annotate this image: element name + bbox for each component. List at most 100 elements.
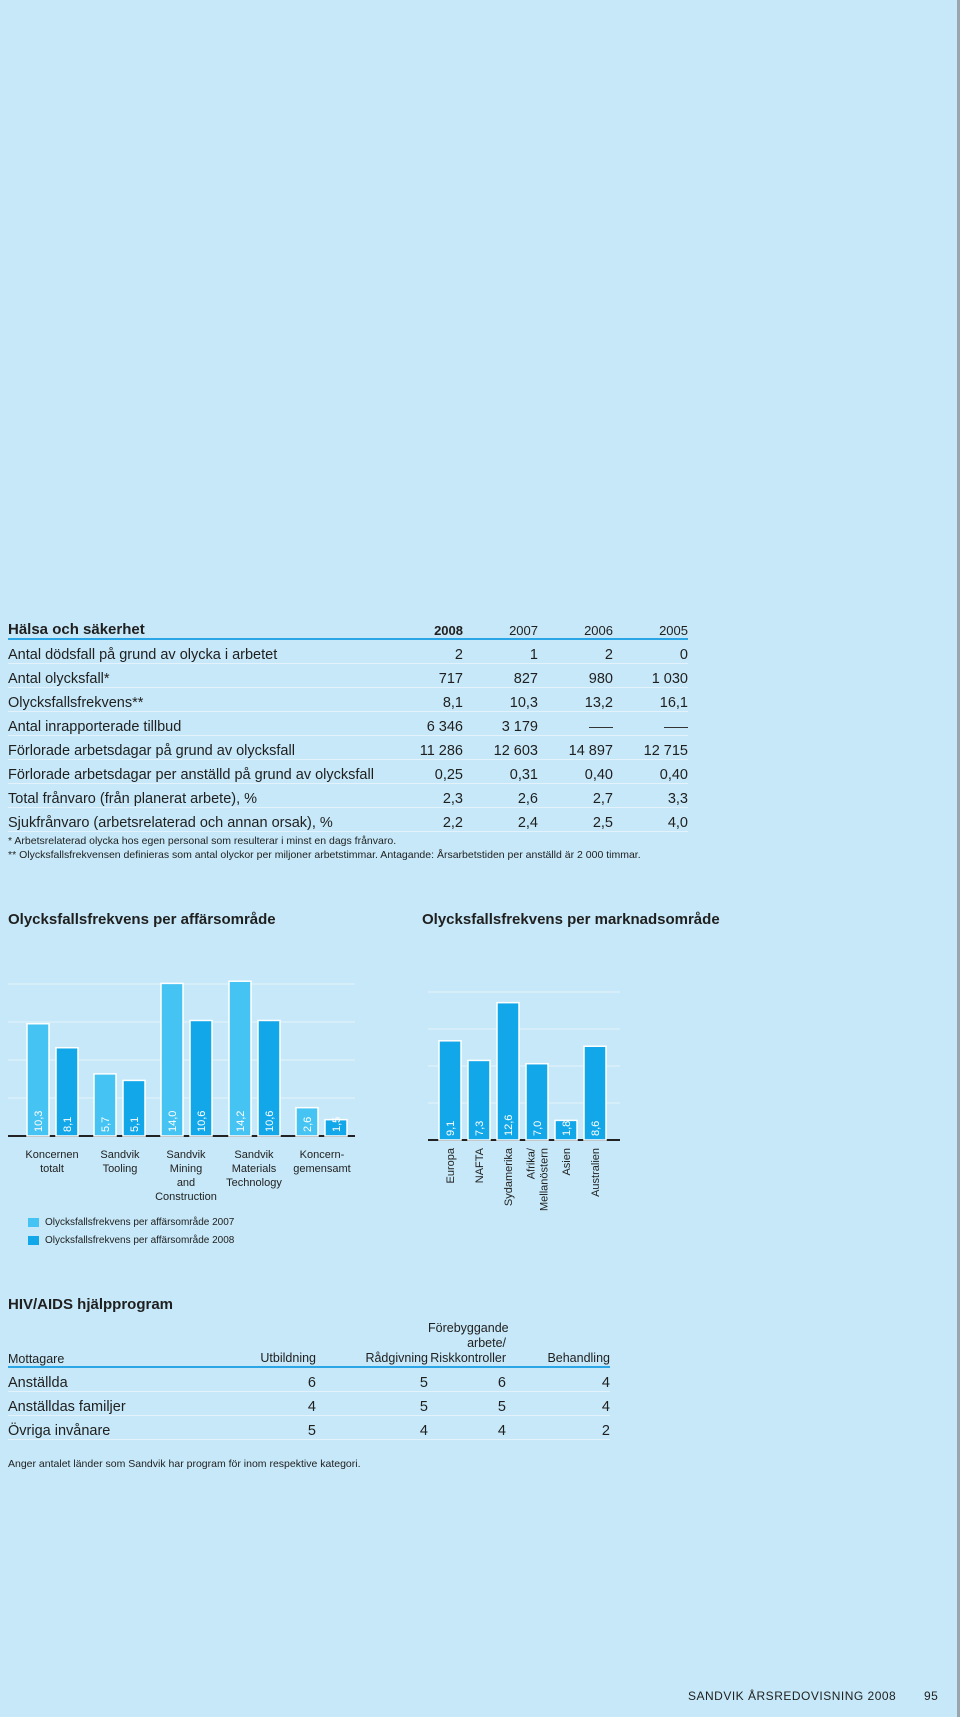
category-label: Sydamerika (503, 1147, 515, 1206)
health-cell-2007: 2,6 (517, 791, 538, 807)
hiv-title: HIV/AIDS hjälpprogram (8, 1296, 174, 1313)
bar-value-label: 1,8 (561, 1121, 573, 1136)
health-table-row: Förlorade arbetsdagar per anställd på gr… (8, 760, 688, 784)
category-label: Mellanöstern (539, 1148, 551, 1211)
category-label: Sandvik (234, 1149, 274, 1161)
page-number: 95 (924, 1689, 939, 1703)
bar-value-label: 14,2 (235, 1111, 247, 1132)
hiv-row-label: Anställdas familjer (8, 1399, 126, 1415)
category-label: Construction (155, 1191, 217, 1203)
legend-swatch-2007 (28, 1218, 39, 1227)
health-cell-2005: 0 (679, 647, 688, 663)
bar-value-label: 5,7 (100, 1117, 112, 1132)
bar-value-label: 7,0 (532, 1121, 544, 1136)
hiv-cell: 4 (601, 1399, 610, 1415)
hiv-head-prevention: Förebyggande arbete/ Riskkontroller (428, 1321, 509, 1365)
bar-2008 (324, 1118, 348, 1137)
health-cell-2007: 3 179 (501, 719, 538, 735)
health-table-row: Förlorade arbetsdagar på grund av olycks… (8, 736, 688, 760)
legend-label-2007: Olycksfallsfrekvens per affärsområde 200… (45, 1217, 235, 1228)
health-cell-2008: 2,3 (442, 791, 463, 807)
legend-swatch-2008 (28, 1236, 39, 1245)
bar-value-label: 10,3 (33, 1111, 45, 1132)
bar-2007 (93, 1073, 117, 1137)
health-cell-2007: 12 603 (493, 743, 538, 759)
category-label: Sandvik (100, 1149, 140, 1161)
hiv-cell: 5 (419, 1399, 428, 1415)
hiv-cell: 6 (307, 1375, 316, 1391)
no-data-dash (589, 726, 613, 728)
category-label: Koncernen (25, 1149, 78, 1161)
health-cell-2006: 2,5 (592, 815, 613, 831)
bar-market (583, 1045, 607, 1141)
category-label: gemensamt (293, 1163, 350, 1175)
bar-market (467, 1059, 491, 1141)
bar-value-label: 9,1 (445, 1121, 457, 1136)
bar-value-label: 14,0 (167, 1111, 179, 1132)
health-cell-2008: 11 286 (419, 743, 463, 759)
health-cell-2005 (613, 719, 688, 735)
category-label: Koncern- (300, 1149, 345, 1161)
hiv-table: Mottagare Utbildning Rådgivning Förebygg… (8, 1318, 610, 1440)
bar-2008 (189, 1019, 213, 1137)
chart-market-title: Olycksfallsfrekvens per marknadsområde (422, 911, 720, 928)
health-cell-2007: 1 (529, 647, 538, 663)
hiv-head-counselling: Rådgivning (365, 1351, 428, 1365)
health-cell-2008: 0,25 (434, 767, 463, 783)
health-row-label: Förlorade arbetsdagar per anställd på gr… (8, 767, 374, 783)
year-2005: 2005 (659, 623, 688, 638)
health-row-label: Sjukfrånvaro (arbetsrelaterad och annan … (8, 815, 333, 831)
health-cell-2005: 4,0 (667, 815, 688, 831)
health-row-label: Olycksfallsfrekvens** (8, 695, 144, 711)
category-label: Afrika/ (526, 1147, 538, 1179)
category-label: and (177, 1177, 195, 1189)
bar-market (438, 1040, 462, 1141)
health-row-label: Antal inrapporterade tillbud (8, 719, 182, 735)
bar-2008 (55, 1046, 79, 1137)
health-table-body: Antal dödsfall på grund av olycka i arbe… (8, 640, 688, 832)
health-table-row: Olycksfallsfrekvens** 8,1 10,3 13,2 16,1 (8, 688, 688, 712)
category-label: totalt (40, 1163, 64, 1175)
health-cell-2006: 980 (588, 671, 613, 687)
bar-market (554, 1119, 578, 1141)
health-cell-2008: 717 (438, 671, 463, 687)
health-cell-2005: 3,3 (667, 791, 688, 807)
health-cell-2006: 2 (604, 647, 613, 663)
bar-value-label: 8,6 (590, 1121, 602, 1136)
health-row-label: Antal dödsfall på grund av olycka i arbe… (8, 647, 278, 663)
year-2006: 2006 (584, 623, 613, 638)
health-table-row: Total frånvaro (från planerat arbete), %… (8, 784, 688, 808)
page-edge (957, 0, 960, 1717)
business-area-chart: 10,3 5,7 14,0 14,2 2,6 8,1 5,1 10,6 10,6 1,5 Konce… (8, 980, 355, 1203)
hiv-cell: 6 (497, 1375, 506, 1391)
hiv-table-row: Anställdas familjer 4 5 5 4 (8, 1392, 610, 1416)
health-cell-2008: 8,1 (442, 695, 463, 711)
health-row-label: Total frånvaro (från planerat arbete), % (8, 791, 258, 807)
hiv-cell: 5 (497, 1399, 506, 1415)
market-area-chart: 9,1 7,3 12,6 7,0 1,8 8,6 Europa NAFTA Sydamerika… (428, 991, 620, 1211)
health-cell-2006: 0,40 (584, 767, 613, 783)
hiv-cell: 2 (601, 1423, 610, 1439)
hiv-table-body: Anställda 6 5 6 4 Anställdas familjer 4 5 5 4 Övri… (8, 1368, 610, 1440)
bar-value-label: 10,6 (264, 1111, 276, 1132)
category-label: Europa (445, 1147, 457, 1183)
health-safety-table: Hälsa och säkerhet 2008 2007 2006 2005 A… (8, 616, 688, 832)
footnote-frequency: ** Olycksfallsfrekvensen definieras som … (8, 849, 641, 861)
year-2007: 2007 (509, 623, 538, 638)
bar-2007 (228, 980, 252, 1137)
bar-market (496, 1001, 520, 1141)
health-cell-2005: 12 715 (643, 743, 688, 759)
hiv-cell: 5 (307, 1423, 316, 1439)
category-label: Australien (590, 1148, 602, 1197)
hiv-table-row: Anställda 6 5 6 4 (8, 1368, 610, 1392)
legend-2007: Olycksfallsfrekvens per affärsområde 200… (28, 1217, 234, 1228)
no-data-dash (664, 726, 688, 728)
legend-label-2008: Olycksfallsfrekvens per affärsområde 200… (45, 1235, 235, 1246)
health-table-row: Antal inrapporterade tillbud 6 346 3 179 (8, 712, 688, 736)
year-2008: 2008 (434, 623, 463, 638)
health-row-label: Antal olycksfall* (8, 671, 110, 687)
category-label: Tooling (103, 1163, 138, 1175)
hiv-cell: 4 (601, 1375, 610, 1391)
category-label: Mining (170, 1163, 202, 1175)
hiv-cell: 4 (307, 1399, 316, 1415)
